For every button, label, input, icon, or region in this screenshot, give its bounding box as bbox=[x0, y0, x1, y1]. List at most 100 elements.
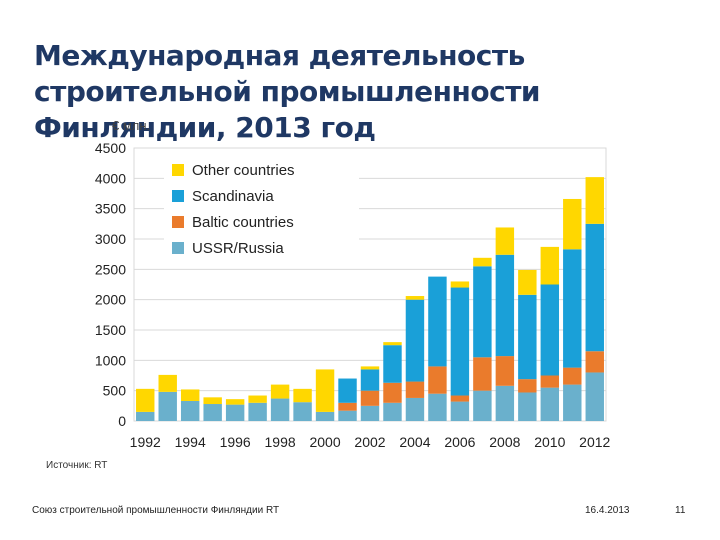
y-tick-label: 0 bbox=[118, 413, 126, 429]
bar-segment-scandinavia bbox=[563, 249, 582, 368]
bar-segment-ussr-russia bbox=[495, 385, 515, 421]
bar-segment-other-countries bbox=[315, 369, 335, 412]
x-tick-label: 2012 bbox=[579, 434, 610, 450]
bar-segment-baltic-countries bbox=[405, 381, 425, 398]
bar-segment-baltic-countries bbox=[495, 356, 515, 386]
bar-segment-other-countries bbox=[136, 388, 155, 412]
bar-segment-ussr-russia bbox=[450, 401, 470, 421]
bar-segment-other-countries bbox=[473, 257, 492, 267]
bar-segment-scandinavia bbox=[450, 287, 470, 396]
y-axis-unit-label: € млн. bbox=[112, 118, 151, 133]
y-tick-label: 3000 bbox=[95, 231, 126, 247]
bar-segment-baltic-countries bbox=[585, 351, 604, 373]
bar-segment-ussr-russia bbox=[360, 405, 380, 421]
page-number: 11 bbox=[675, 505, 686, 516]
bar-segment-ussr-russia bbox=[518, 392, 537, 421]
y-tick-label: 4500 bbox=[95, 140, 126, 156]
bar-segment-ussr-russia bbox=[585, 372, 604, 421]
bar-segment-other-countries bbox=[293, 388, 312, 403]
x-tick-label: 2010 bbox=[534, 434, 565, 450]
y-tick-label: 2000 bbox=[95, 292, 126, 308]
bar-segment-other-countries bbox=[180, 389, 200, 401]
legend-swatch bbox=[172, 164, 184, 176]
bar-segment-scandinavia bbox=[405, 299, 425, 382]
bar-segment-baltic-countries bbox=[540, 375, 560, 388]
bar-segment-ussr-russia bbox=[473, 390, 492, 421]
x-tick-label: 2008 bbox=[489, 434, 520, 450]
bar-segment-scandinavia bbox=[360, 369, 380, 391]
bar-segment-scandinavia bbox=[540, 284, 560, 376]
x-tick-label: 1992 bbox=[130, 434, 161, 450]
bar-segment-ussr-russia bbox=[540, 387, 560, 421]
bar-segment-baltic-countries bbox=[473, 357, 492, 391]
bar-segment-other-countries bbox=[405, 296, 425, 300]
bar-segment-scandinavia bbox=[383, 345, 402, 383]
x-tick-label: 1998 bbox=[265, 434, 296, 450]
bar-segment-ussr-russia bbox=[383, 402, 402, 421]
bar-segment-other-countries bbox=[540, 246, 560, 285]
bar-segment-other-countries bbox=[383, 342, 402, 346]
bar-segment-scandinavia bbox=[518, 294, 537, 380]
legend-label: Scandinavia bbox=[192, 188, 274, 205]
bar-segment-ussr-russia bbox=[315, 411, 335, 421]
bar-segment-scandinavia bbox=[338, 378, 357, 403]
bar-segment-baltic-countries bbox=[563, 367, 582, 385]
source-note: Источник: RT bbox=[46, 460, 108, 471]
bar-segment-baltic-countries bbox=[338, 402, 357, 411]
bar-segment-other-countries bbox=[225, 399, 245, 405]
bar-segment-baltic-countries bbox=[450, 395, 470, 402]
legend-background bbox=[164, 156, 359, 264]
x-tick-label: 2000 bbox=[309, 434, 340, 450]
y-tick-label: 1500 bbox=[95, 322, 126, 338]
bar-segment-other-countries bbox=[270, 384, 290, 399]
bar-segment-other-countries bbox=[248, 395, 267, 403]
x-tick-label: 2006 bbox=[444, 434, 475, 450]
bar-segment-other-countries bbox=[518, 269, 537, 295]
y-tick-label: 1000 bbox=[95, 352, 126, 368]
x-tick-label: 2004 bbox=[399, 434, 430, 450]
y-tick-label: 3500 bbox=[95, 201, 126, 217]
bar-segment-other-countries bbox=[450, 281, 470, 288]
bar-segment-baltic-countries bbox=[428, 366, 447, 394]
bar-segment-baltic-countries bbox=[360, 390, 380, 406]
y-tick-label: 500 bbox=[103, 383, 127, 399]
footer-organization: Союз строительной промышленности Финлянд… bbox=[32, 505, 280, 516]
bar-segment-ussr-russia bbox=[405, 397, 425, 421]
legend-label: Other countries bbox=[192, 162, 295, 179]
bar-segment-baltic-countries bbox=[518, 379, 537, 393]
bar-segment-ussr-russia bbox=[338, 410, 357, 421]
bar-segment-ussr-russia bbox=[270, 398, 290, 421]
x-tick-label: 2002 bbox=[354, 434, 385, 450]
x-tick-label: 1996 bbox=[220, 434, 251, 450]
bar-segment-ussr-russia bbox=[136, 411, 155, 421]
legend-label: Baltic countries bbox=[192, 214, 294, 231]
slide-title: Международная деятельность строительной … bbox=[34, 39, 541, 144]
bar-segment-other-countries bbox=[585, 177, 604, 224]
bar-segment-scandinavia bbox=[495, 254, 515, 357]
x-tick-label: 1994 bbox=[175, 434, 206, 450]
legend-swatch bbox=[172, 242, 184, 254]
bar-segment-ussr-russia bbox=[248, 402, 267, 421]
bar-segment-other-countries bbox=[203, 397, 222, 405]
bar-segment-other-countries bbox=[563, 198, 582, 250]
bar-segment-ussr-russia bbox=[225, 404, 245, 421]
bar-segment-ussr-russia bbox=[203, 404, 222, 421]
y-tick-label: 2500 bbox=[95, 261, 126, 277]
bar-segment-scandinavia bbox=[473, 266, 492, 358]
bar-segment-baltic-countries bbox=[383, 382, 402, 403]
bar-segment-other-countries bbox=[158, 374, 177, 392]
bar-segment-scandinavia bbox=[428, 276, 447, 367]
legend-label: USSR/Russia bbox=[192, 240, 284, 257]
legend-swatch bbox=[172, 216, 184, 228]
bar-segment-other-countries bbox=[360, 366, 380, 370]
bar-segment-ussr-russia bbox=[180, 400, 200, 421]
bar-segment-ussr-russia bbox=[293, 402, 312, 421]
footer-date: 16.4.2013 bbox=[585, 505, 630, 516]
y-tick-label: 4000 bbox=[95, 170, 126, 186]
bar-segment-other-countries bbox=[495, 227, 515, 255]
legend-swatch bbox=[172, 190, 184, 202]
bar-segment-scandinavia bbox=[585, 223, 604, 352]
bar-segment-ussr-russia bbox=[158, 391, 177, 421]
bar-segment-ussr-russia bbox=[563, 384, 582, 421]
